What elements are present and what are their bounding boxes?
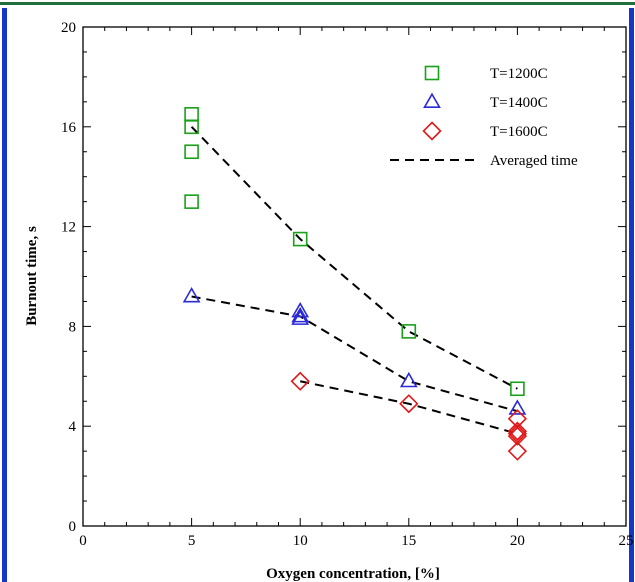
marker-square	[184, 144, 199, 160]
legend-marker-square	[424, 65, 440, 81]
marker-triangle	[291, 309, 310, 325]
x-tick-label: 25	[619, 533, 634, 549]
y-tick-label: 16	[61, 120, 77, 136]
legend-label: T=1400C	[490, 95, 548, 111]
x-axis-title: Oxygen concentration, [%]	[266, 566, 440, 582]
averaged-time-line	[191, 295, 518, 413]
marker-square	[184, 194, 199, 209]
legend-label: Averaged time	[490, 153, 578, 169]
left-border-rule	[2, 8, 7, 582]
legend-marker-diamond	[422, 121, 442, 141]
legend-label: T=1200C	[490, 66, 548, 82]
marker-square	[401, 324, 417, 339]
marker-diamond	[507, 426, 528, 446]
marker-diamond	[507, 421, 528, 441]
axes-group: 0 5 10 15 20 25 0 4 8 12 16 20	[61, 20, 634, 549]
marker-triangle	[291, 307, 310, 323]
marker-triangle	[182, 287, 201, 303]
legend-label: T=1600C	[490, 124, 548, 140]
marker-diamond	[290, 371, 310, 391]
averaged-lines-group	[190, 126, 518, 435]
x-tick-label: 10	[293, 533, 308, 549]
marker-diamond	[399, 394, 419, 414]
y-tick-label: 12	[61, 220, 76, 236]
x-tick-label: 5	[188, 533, 196, 549]
x-tick-label: 20	[510, 533, 525, 549]
marker-square	[510, 381, 525, 397]
x-tick-label: 15	[401, 533, 416, 549]
markers-group	[182, 107, 528, 461]
marker-triangle	[508, 399, 527, 415]
marker-triangle	[399, 371, 418, 388]
marker-square	[292, 231, 308, 247]
legend-marker-triangle	[423, 92, 441, 108]
marker-square	[184, 119, 199, 135]
marker-diamond	[507, 441, 528, 461]
marker-square	[184, 107, 199, 122]
y-axis-title: Burnout time, s	[24, 226, 40, 326]
marker-triangle	[291, 302, 310, 318]
right-border-rule	[629, 8, 634, 582]
legend: T=1200C T=1400C T=1600C Averaged time	[390, 65, 578, 169]
y-tick-label: 4	[69, 419, 77, 435]
top-border-rule	[0, 2, 635, 5]
x-tick-label: 0	[79, 533, 87, 549]
averaged-time-line	[190, 126, 518, 390]
averaged-time-line	[299, 380, 518, 435]
y-tick-label: 0	[69, 519, 77, 535]
y-tick-label: 20	[61, 20, 76, 36]
y-tick-label: 8	[69, 319, 77, 335]
